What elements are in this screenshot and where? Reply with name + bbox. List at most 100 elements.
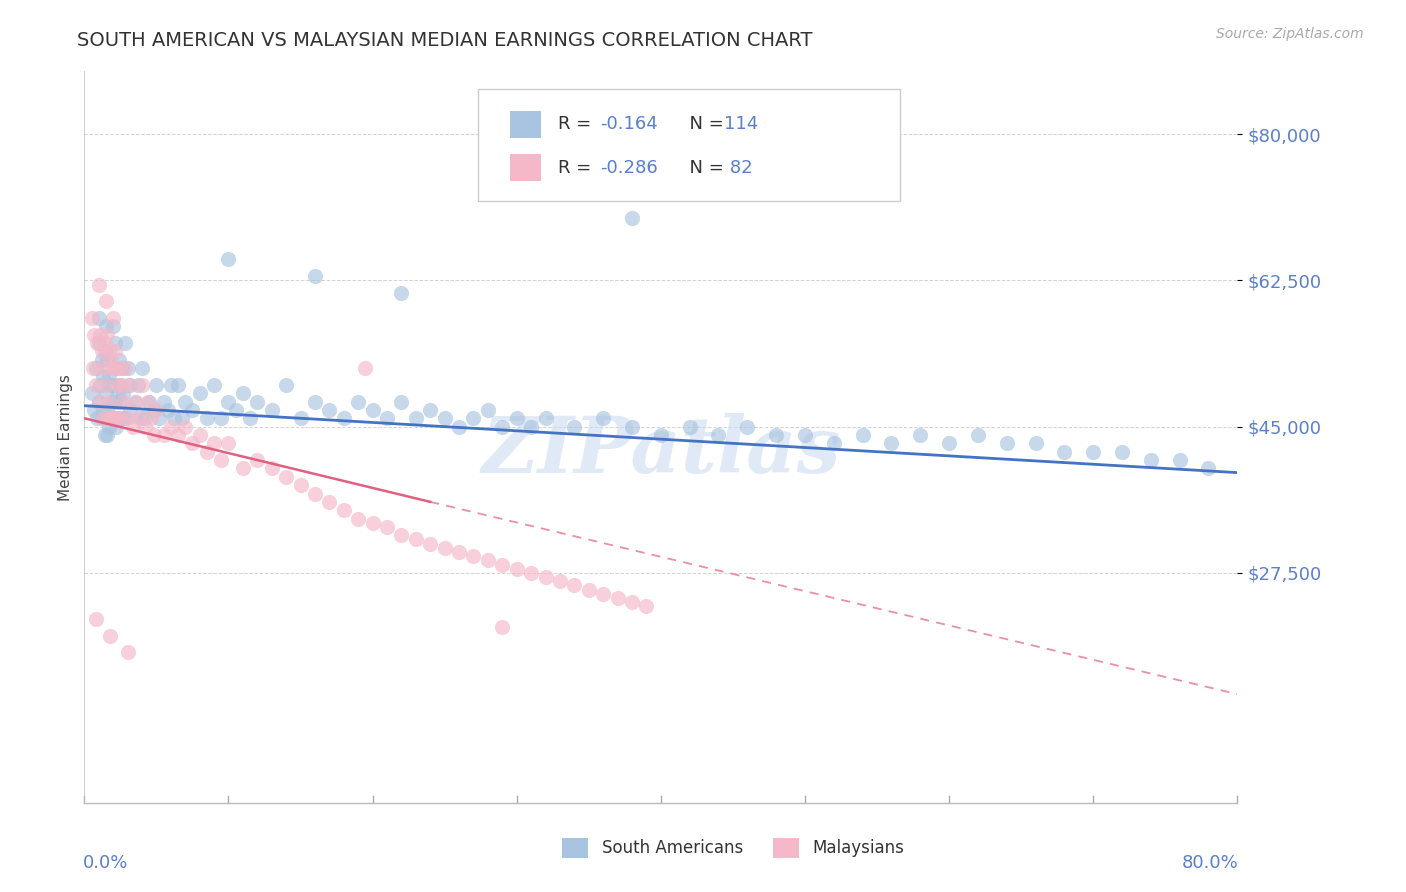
Point [84, 377, 107, 392]
Text: 114: 114 [724, 115, 758, 134]
Point [491, 419, 513, 434]
Point [97, 419, 120, 434]
Point [111, 411, 134, 425]
Point [145, 377, 167, 392]
Point [290, 478, 312, 492]
Point [564, 578, 586, 592]
Point [104, 344, 127, 359]
Point [534, 411, 557, 425]
Point [548, 574, 571, 589]
Point [111, 361, 134, 376]
Point [117, 411, 139, 425]
Point [104, 336, 127, 351]
Point [290, 411, 312, 425]
Point [100, 394, 122, 409]
Point [578, 582, 600, 597]
Point [449, 419, 471, 434]
Point [520, 419, 543, 434]
Point [97, 344, 120, 359]
Point [375, 411, 398, 425]
Point [967, 428, 990, 442]
Point [333, 411, 356, 425]
Point [391, 528, 413, 542]
Text: N =: N = [678, 115, 730, 134]
Point [152, 394, 174, 409]
Point [84, 612, 107, 626]
Point [246, 394, 269, 409]
Point [232, 386, 254, 401]
Point [107, 386, 129, 401]
Text: 82: 82 [724, 159, 752, 177]
Point [463, 411, 485, 425]
Point [172, 411, 194, 425]
Point [117, 361, 139, 376]
Point [1083, 444, 1105, 458]
Point [188, 428, 211, 442]
Point [82, 361, 104, 376]
Point [318, 403, 340, 417]
Point [347, 511, 370, 525]
Point [232, 461, 254, 475]
Point [276, 377, 298, 392]
Point [93, 344, 115, 359]
Point [765, 428, 787, 442]
Point [84, 361, 107, 376]
Point [105, 411, 128, 425]
Point [131, 361, 153, 376]
Point [112, 394, 135, 409]
Point [138, 394, 160, 409]
Text: -0.286: -0.286 [600, 159, 658, 177]
Point [131, 377, 153, 392]
Point [96, 403, 118, 417]
Point [94, 377, 117, 392]
Point [134, 419, 156, 434]
Point [880, 436, 903, 450]
Point [103, 411, 124, 425]
Point [108, 411, 131, 425]
Point [419, 536, 441, 550]
Point [134, 411, 156, 425]
Point [477, 403, 499, 417]
Point [87, 277, 110, 292]
Point [1111, 444, 1133, 458]
Point [120, 377, 142, 392]
Point [592, 411, 614, 425]
Point [225, 403, 247, 417]
Point [98, 629, 121, 643]
Point [89, 327, 111, 342]
Point [118, 377, 141, 392]
Point [108, 352, 131, 367]
Point [650, 428, 672, 442]
Point [304, 269, 326, 284]
Point [86, 336, 108, 351]
Point [477, 553, 499, 567]
Point [246, 453, 269, 467]
Point [98, 411, 121, 425]
Point [564, 419, 586, 434]
Point [148, 411, 170, 425]
Point [195, 411, 218, 425]
Point [433, 541, 456, 555]
Point [96, 327, 118, 342]
Point [163, 411, 186, 425]
Point [90, 352, 112, 367]
Point [104, 394, 127, 409]
Point [128, 411, 150, 425]
Point [361, 403, 384, 417]
Point [100, 361, 122, 376]
Point [96, 411, 118, 425]
Point [592, 587, 614, 601]
Point [375, 520, 398, 534]
Point [506, 411, 529, 425]
Text: -0.164: -0.164 [600, 115, 658, 134]
Point [361, 516, 384, 530]
Point [794, 428, 817, 442]
Point [89, 377, 111, 392]
Point [111, 377, 134, 392]
Point [160, 419, 183, 434]
Point [679, 419, 702, 434]
Point [93, 336, 115, 351]
Point [80, 386, 103, 401]
Point [209, 411, 232, 425]
Point [534, 570, 557, 584]
